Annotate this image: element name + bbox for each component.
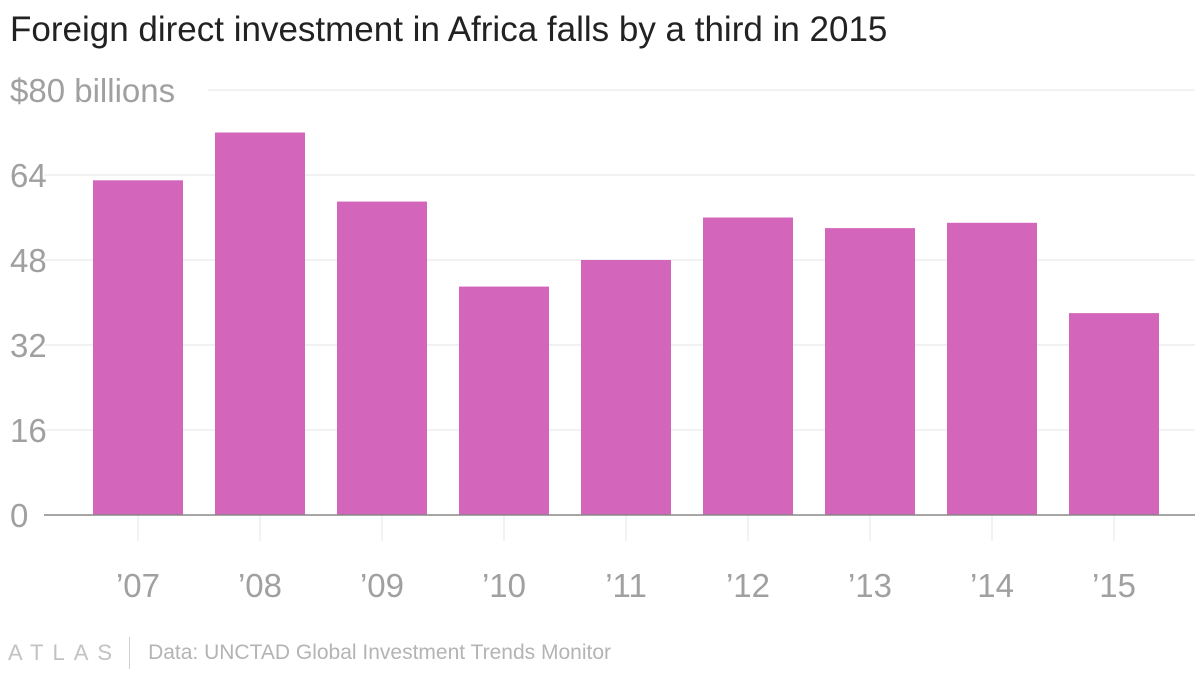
bar	[459, 286, 549, 515]
footer: ATLAS Data: UNCTAD Global Investment Tre…	[8, 636, 611, 670]
atlas-logo: ATLAS	[8, 640, 122, 665]
bar	[825, 228, 915, 515]
y-tick-label: 0	[10, 497, 28, 534]
bar	[581, 260, 671, 515]
y-tick-label: 64	[10, 157, 47, 194]
bar-chart: 0 16 32 48 64 $80 billions ’07 ’08 ’09 ’10 ’11 ’12 ’…	[10, 72, 1195, 604]
x-tick-label: ’12	[726, 567, 770, 604]
bar	[1069, 313, 1159, 515]
x-tick-label: ’08	[238, 567, 282, 604]
chart-title: Foreign direct investment in Africa fall…	[10, 10, 888, 49]
x-tick-label: ’14	[970, 567, 1014, 604]
x-tick-label: ’09	[360, 567, 404, 604]
bar	[337, 201, 427, 515]
x-tick-label: ’10	[482, 567, 526, 604]
bar	[947, 222, 1037, 515]
y-tick-label: $80 billions	[10, 72, 175, 109]
source-note: Data: UNCTAD Global Investment Trends Mo…	[148, 641, 612, 664]
y-tick-label: 48	[10, 242, 47, 279]
footer-divider	[129, 637, 131, 669]
x-tick-label: ’15	[1092, 567, 1136, 604]
y-tick-label: 16	[10, 412, 47, 449]
x-tick-label: ’07	[116, 567, 160, 604]
x-tick-label: ’13	[848, 567, 892, 604]
bar	[215, 132, 305, 515]
bar	[703, 217, 793, 515]
y-tick-label: 32	[10, 327, 47, 364]
bar	[93, 180, 183, 515]
x-tick-label: ’11	[605, 567, 647, 604]
